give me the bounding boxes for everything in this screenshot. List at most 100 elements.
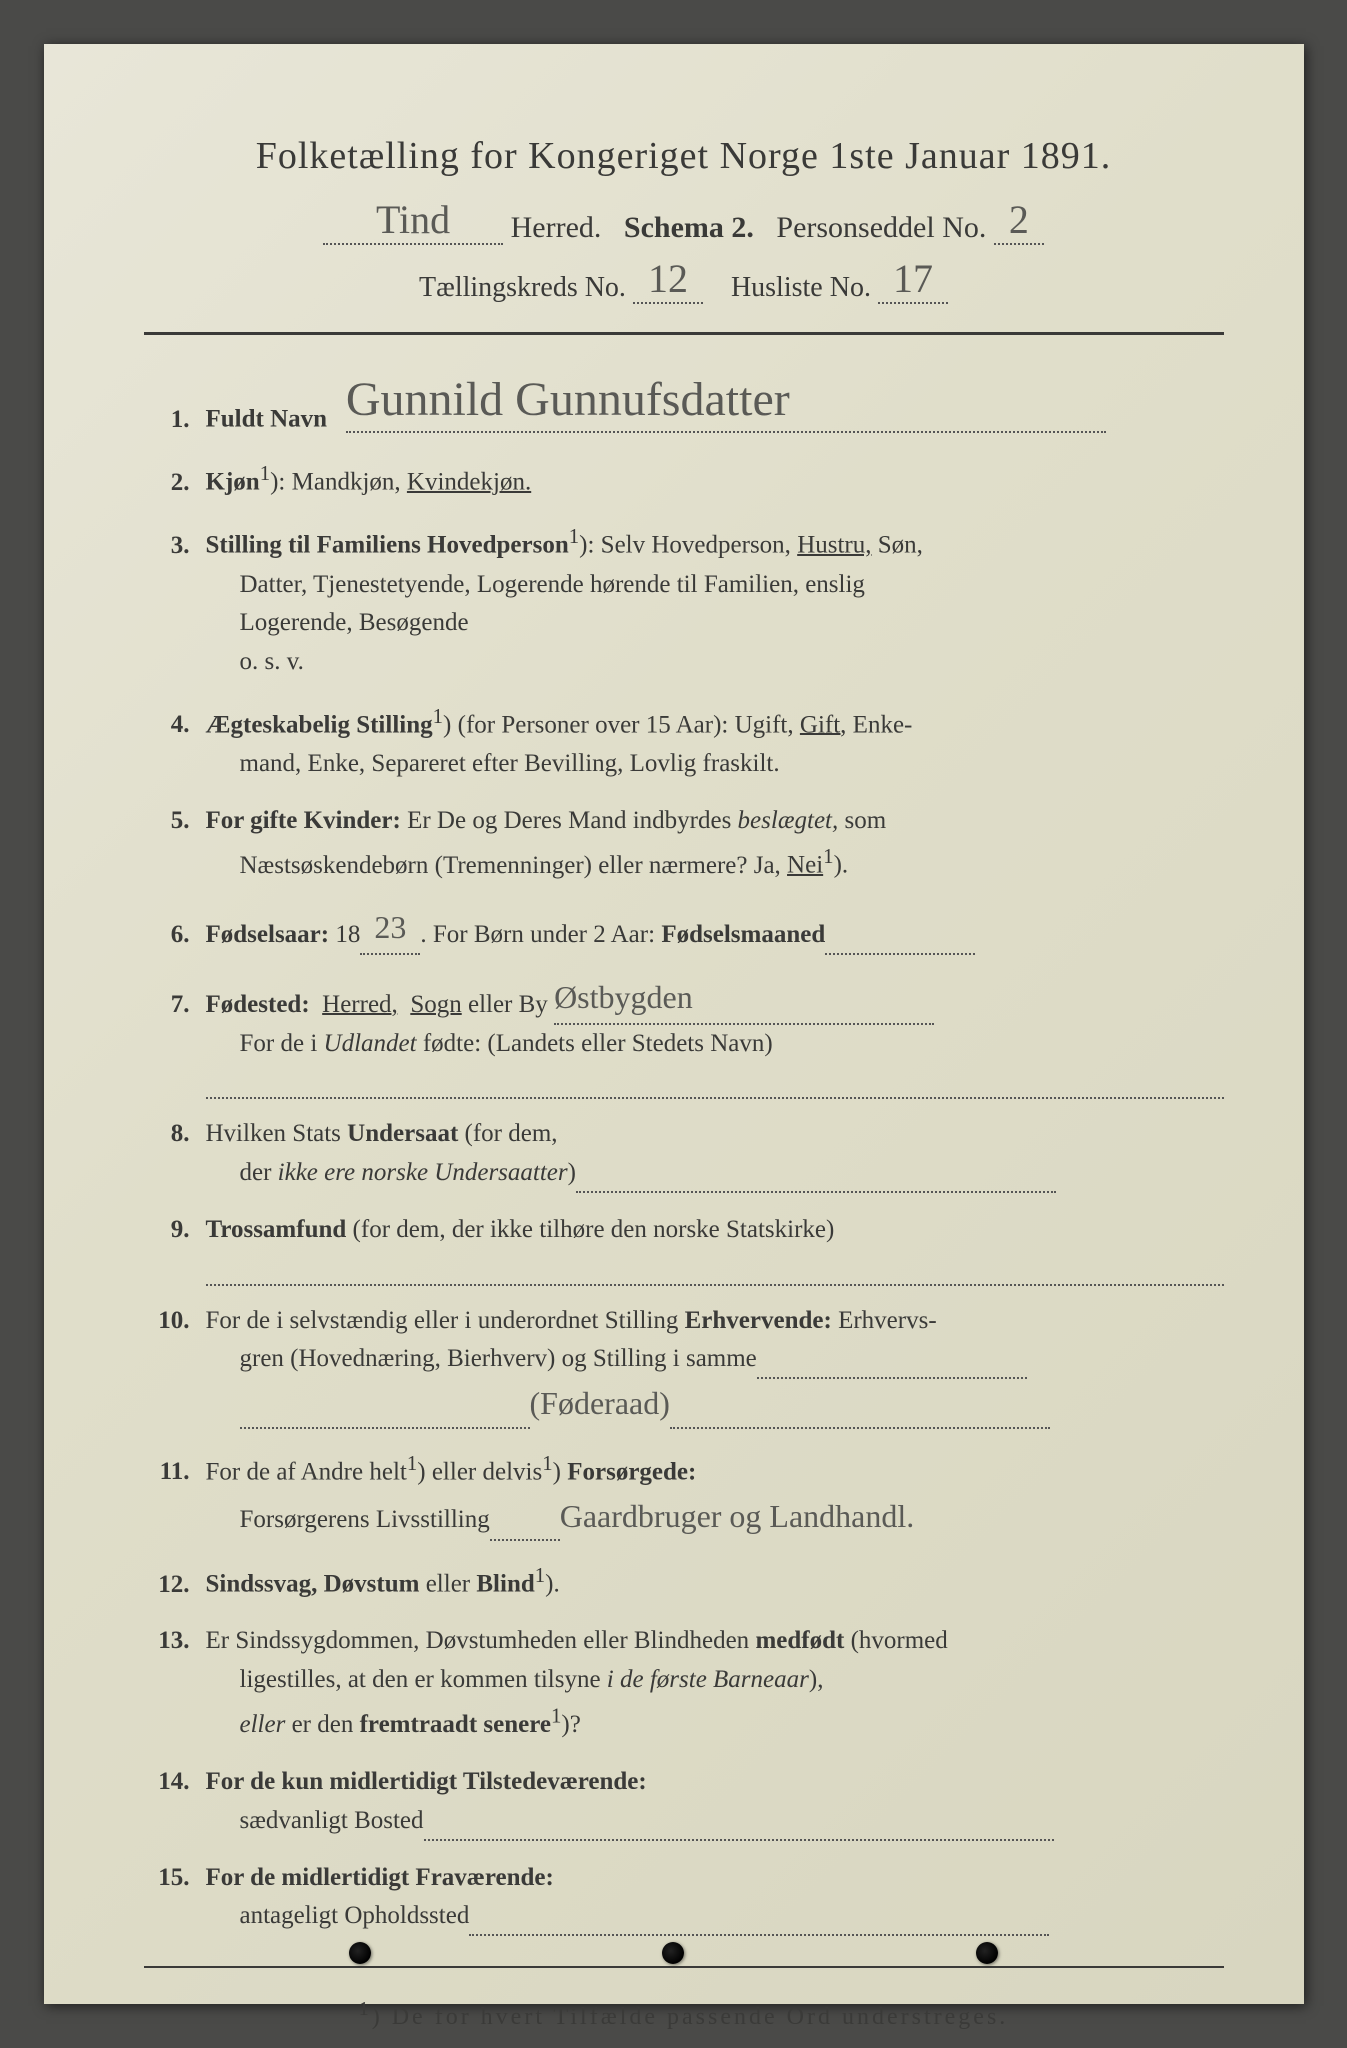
text: sædvanligt Bosted — [206, 1807, 424, 1834]
gifte-kvinder-label: For gifte Kvinder: — [206, 807, 401, 834]
text: antageligt Opholdssted — [206, 1902, 470, 1929]
text: For de af Andre helt — [206, 1458, 407, 1485]
row-2: 2. Kjøn1): Mandkjøn, Kvindekjøn. — [144, 457, 1224, 502]
form-title: Folketælling for Kongeriget Norge 1ste J… — [144, 134, 1224, 178]
text: . For Børn under 2 Aar: — [420, 921, 661, 948]
text: mand, Enke, Separeret efter Bevilling, L… — [206, 750, 780, 777]
herred-handwritten: Tind — [376, 197, 450, 242]
text: som — [838, 807, 886, 834]
text: ) — [553, 1458, 568, 1485]
kvindekjon-underlined: Kvindekjøn. — [407, 469, 531, 496]
row-num: 12. — [144, 1566, 206, 1605]
text: ), — [809, 1666, 824, 1693]
text: er den — [285, 1711, 359, 1738]
text: Datter, Tjenestetyende, Logerende hørend… — [206, 571, 865, 598]
row-num: 14. — [144, 1763, 206, 1802]
text: Næstsøskendebørn (Tremenninger) eller næ… — [206, 852, 788, 879]
text: ) (for Personer over 15 Aar): Ugift, — [443, 711, 800, 738]
row-num: 13. — [144, 1622, 206, 1661]
binding-pins — [44, 1942, 1304, 1964]
row-num: 8. — [144, 1115, 206, 1154]
trossamfund-label: Trossamfund — [206, 1216, 347, 1243]
text: ). — [834, 852, 849, 879]
barneaar-em: i de første Barneaar — [607, 1666, 809, 1693]
pin-icon — [349, 1942, 371, 1964]
census-form-paper: Folketælling for Kongeriget Norge 1ste J… — [44, 44, 1304, 2004]
text: Erhvervs- — [832, 1307, 937, 1334]
schema-label: Schema 2. — [624, 211, 754, 244]
blind-label: Blind — [476, 1571, 534, 1598]
aegteskab-label: Ægteskabelig Stilling — [206, 711, 433, 738]
row-num: 2. — [144, 464, 206, 503]
husliste-no: 17 — [893, 256, 933, 301]
fodested-label: Fødested: — [206, 991, 310, 1018]
tilstedevaerende-label: For de kun midlertidigt Tilstedeværende: — [206, 1768, 647, 1795]
row-num: 10. — [144, 1302, 206, 1341]
row-num: 7. — [144, 986, 206, 1025]
dotted-line — [206, 1081, 1224, 1099]
row-9: 9. Trossamfund (for dem, der ikke tilhør… — [144, 1211, 1224, 1250]
sup: 1 — [535, 1563, 545, 1587]
row-15: 15. For de midlertidigt Fraværende: anta… — [144, 1859, 1224, 1937]
hustru-underlined: Hustru, — [797, 532, 871, 559]
header-line-2: Tællingskreds No. 12 Husliste No. 17 — [144, 255, 1224, 304]
undersaat-label: Undersaat — [347, 1120, 458, 1147]
kjon-rest: ): Mandkjøn, — [270, 469, 407, 496]
sup: 1 — [260, 461, 270, 485]
sup: 1 — [569, 524, 579, 548]
top-divider — [144, 332, 1224, 335]
text: ) — [568, 1159, 576, 1186]
sup: 1 — [407, 1451, 417, 1475]
row-num: 11. — [144, 1453, 206, 1492]
row-4: 4. Ægteskabelig Stilling1) (for Personer… — [144, 700, 1224, 784]
footnote-text: ) De for hvert Tilfælde passende Ord und… — [372, 2004, 1009, 2030]
row-7: 7. Fødested: Herred, Sogn eller By Østby… — [144, 973, 1224, 1063]
row-14: 14. For de kun midlertidigt Tilstedevære… — [144, 1763, 1224, 1841]
text: (hvormed — [844, 1627, 947, 1654]
row-11: 11. For de af Andre helt1) eller delvis1… — [144, 1447, 1224, 1542]
row-num: 5. — [144, 802, 206, 841]
row-num: 15. — [144, 1859, 206, 1898]
row-3: 3. Stilling til Familiens Hovedperson1):… — [144, 520, 1224, 681]
text: Hvilken Stats — [206, 1120, 348, 1147]
forsorger-hand: Gaardbruger og Landhandl. — [560, 1498, 915, 1534]
year-prefix: 18 — [329, 921, 360, 948]
row-6: 6. Fødselsaar: 1823. For Børn under 2 Aa… — [144, 903, 1224, 955]
year-hand: 23 — [374, 909, 406, 945]
footnote-sup: 1 — [359, 1998, 372, 2020]
erhverv-hand: (Føderaad) — [530, 1385, 670, 1421]
row-8: 8. Hvilken Stats Undersaat (for dem, der… — [144, 1115, 1224, 1193]
kreds-no: 12 — [648, 256, 688, 301]
nei-underlined: Nei — [787, 852, 823, 879]
sup: 1 — [551, 1704, 561, 1728]
text: der — [206, 1159, 278, 1186]
row-5: 5. For gifte Kvinder: Er De og Deres Man… — [144, 802, 1224, 886]
row-1: 1. Fuldt Navn Gunnild Gunnufsdatter — [144, 363, 1224, 439]
row-num: 3. — [144, 527, 206, 566]
fravaerende-label: For de midlertidigt Fraværende: — [206, 1864, 554, 1891]
bottom-divider — [144, 1966, 1224, 1968]
personseddel-no: 2 — [1009, 197, 1029, 242]
text: o. s. v. — [206, 648, 304, 675]
sup: 1 — [823, 844, 833, 868]
text: eller — [419, 1571, 476, 1598]
row-12: 12. Sindssvag, Døvstum eller Blind1). — [144, 1559, 1224, 1604]
text: Forsørgerens Livsstilling — [206, 1506, 490, 1533]
footnote: 1) De for hvert Tilfælde passende Ord un… — [144, 1998, 1224, 2031]
text: Er De og Deres Mand indbyrdes — [401, 807, 738, 834]
row-13: 13. Er Sindssygdommen, Døvstumheden elle… — [144, 1622, 1224, 1745]
fodselsaar-label: Fødselsaar: — [206, 921, 330, 948]
husliste-label: Husliste No. — [731, 272, 871, 303]
fodselsmaaned-label: Fødselsmaaned — [661, 921, 825, 948]
kjon-label: Kjøn — [206, 469, 260, 496]
header-line-1: Tind Herred. Schema 2. Personseddel No. … — [144, 196, 1224, 245]
sup: 1 — [542, 1451, 552, 1475]
sup: 1 — [433, 704, 443, 728]
personseddel-label: Personseddel No. — [776, 211, 986, 244]
beslaegtet-em: beslægtet, — [738, 807, 839, 834]
herred-underlined: Herred, — [322, 991, 398, 1018]
text: Logerende, Besøgende — [206, 609, 469, 636]
pin-icon — [662, 1942, 684, 1964]
name-handwritten: Gunnild Gunnufsdatter — [346, 373, 790, 426]
pin-icon — [976, 1942, 998, 1964]
